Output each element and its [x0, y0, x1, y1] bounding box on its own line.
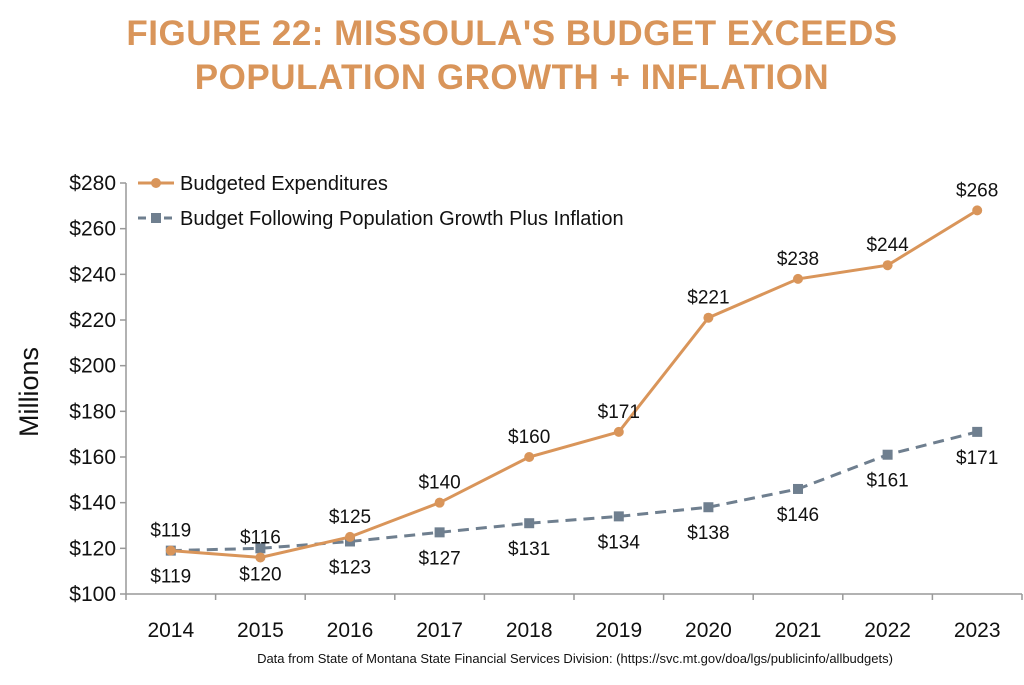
budget-point: [434, 497, 445, 508]
y-tick-label: $160: [69, 446, 116, 469]
x-tick-label: 2014: [147, 619, 194, 642]
inflation-point: [793, 483, 803, 494]
budget-data-label: $119: [150, 521, 191, 542]
y-tick-label: $200: [69, 355, 116, 378]
title-line-1: FIGURE 22: MISSOULA'S BUDGET EXCEEDS: [126, 14, 898, 53]
inflation-point: [434, 527, 445, 538]
data-labels: $119 $116 $125 $140 $160 $171 $221 $238 $244 $268…: [150, 180, 998, 587]
budget-point: [703, 312, 714, 323]
legend-inflation-label: Budget Following Population Growth Plus …: [180, 208, 624, 230]
budget-point: [345, 531, 355, 542]
y-tick-label: $140: [69, 492, 116, 515]
y-tick-label: $180: [69, 400, 116, 423]
inflation-data-label: $120: [239, 564, 281, 585]
title-line-2: POPULATION GROWTH + INFLATION: [194, 58, 830, 97]
inflation-point: [613, 511, 624, 522]
inflation-point: [255, 543, 266, 554]
legend-budget-label: Budgeted Expenditures: [180, 173, 388, 195]
inflation-data-label: $127: [418, 548, 460, 569]
chart-title: FIGURE 22: MISSOULA'S BUDGET EXCEEDS POP…: [0, 12, 1024, 100]
budget-point: [524, 452, 535, 462]
legend-budget-marker: [151, 178, 161, 188]
x-tick-label: 2020: [685, 619, 732, 642]
budget-data-label: $238: [777, 249, 819, 270]
budget-data-label: $221: [687, 288, 729, 309]
x-tick-label: 2022: [864, 619, 911, 642]
inflation-data-label: $131: [508, 539, 550, 560]
inflation-data-label: $171: [956, 448, 998, 469]
x-tick-label: 2023: [954, 619, 1001, 642]
inflation-point: [524, 518, 535, 529]
axes: $100 $120 $140 $160 $180 $200 $220 $240 $260 $280…: [69, 172, 1023, 642]
budget-data-label: $140: [418, 473, 460, 494]
series-budget: [165, 205, 983, 563]
budget-point: [613, 426, 624, 437]
y-tick-label: $240: [69, 263, 116, 286]
inflation-line: [170, 430, 978, 553]
budget-data-label: $268: [956, 180, 998, 201]
x-tick-label: 2016: [327, 619, 374, 642]
series-inflation: [165, 426, 983, 556]
y-tick-label: $100: [69, 583, 116, 606]
budget-point: [255, 552, 266, 563]
legend-inflation-marker: [151, 213, 161, 223]
budget-data-label: $171: [598, 402, 640, 423]
budget-data-label: $125: [329, 507, 371, 528]
inflation-point: [972, 426, 983, 437]
budget-line: [170, 209, 978, 559]
y-tick-label: $260: [69, 218, 116, 241]
inflation-data-label: $123: [329, 557, 371, 578]
budget-data-label: $160: [508, 427, 550, 448]
inflation-data-label: $134: [598, 532, 641, 553]
x-tick-label: 2018: [506, 619, 553, 642]
legend: Budgeted Expenditures Budget Following Po…: [138, 173, 624, 230]
x-tick-label: 2021: [775, 619, 822, 642]
budget-point: [793, 273, 803, 284]
budget-point: [165, 545, 176, 556]
y-axis-label: Millions: [14, 347, 44, 437]
inflation-point: [882, 449, 893, 460]
x-tick-label: 2017: [416, 619, 463, 642]
inflation-data-label: $138: [687, 523, 729, 544]
budget-point: [972, 205, 983, 216]
inflation-data-label: $119: [150, 567, 191, 588]
y-tick-label: $280: [69, 172, 116, 195]
x-tick-label: 2015: [237, 619, 284, 642]
y-tick-label: $220: [69, 309, 116, 332]
budget-data-label: $116: [240, 527, 281, 548]
source-note: Data from State of Montana State Financi…: [257, 651, 893, 666]
x-tick-label: 2019: [595, 619, 642, 642]
inflation-point: [703, 502, 714, 513]
y-tick-label: $120: [69, 537, 116, 560]
budget-data-label: $244: [866, 235, 909, 256]
inflation-data-label: $146: [777, 505, 819, 526]
inflation-data-label: $161: [866, 471, 908, 492]
budget-point: [882, 260, 893, 271]
